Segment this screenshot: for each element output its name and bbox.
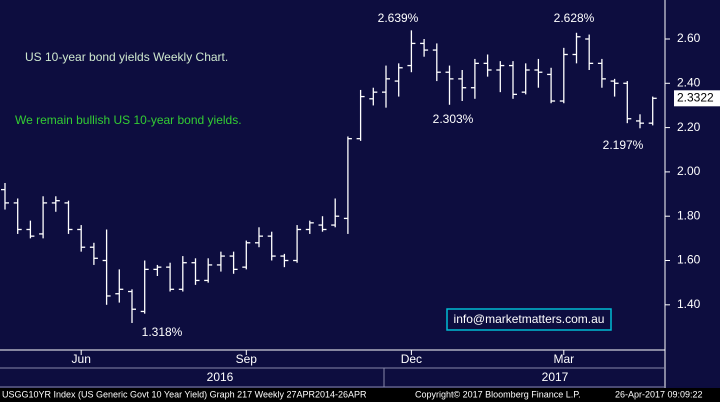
y-tick-label: 2.00 <box>677 164 701 178</box>
year-label: 2017 <box>542 370 569 384</box>
annotation: 1.318% <box>142 325 183 339</box>
y-tick-label: 2.20 <box>677 120 701 134</box>
x-tick-label: Jun <box>72 352 91 366</box>
footer-text: Copyright© 2017 Bloomberg Finance L.P. <box>415 389 581 399</box>
last-price-box <box>674 90 720 107</box>
x-tick-label: Dec <box>401 352 422 366</box>
annotation: 2.628% <box>554 11 595 25</box>
annotation: 2.639% <box>378 11 419 25</box>
chart-title: US 10-year bond yields Weekly Chart. <box>25 50 228 64</box>
x-tick-label: Sep <box>236 352 258 366</box>
footer-text: USGG10YR Index (US Generic Govt 10 Year … <box>2 389 367 399</box>
y-tick-label: 1.80 <box>677 208 701 222</box>
year-label: 2016 <box>207 370 234 384</box>
last-price-label: 2.3322 <box>677 90 714 104</box>
x-tick-label: Mar <box>553 352 574 366</box>
y-tick-label: 2.60 <box>677 31 701 45</box>
contact-box <box>446 308 612 331</box>
y-tick-label: 1.40 <box>677 297 701 311</box>
footer-text: 26-Apr-2017 09:09:22 <box>615 389 703 399</box>
contact: info@marketmatters.com.au <box>454 312 605 326</box>
footer-band <box>0 388 720 402</box>
annotation: 2.303% <box>433 112 474 126</box>
chart-subtitle: We remain bullish US 10-year bond yields… <box>15 113 242 127</box>
y-tick-label: 1.60 <box>677 253 701 267</box>
y-tick-label: 2.40 <box>677 75 701 89</box>
annotation: 2.197% <box>603 138 644 152</box>
